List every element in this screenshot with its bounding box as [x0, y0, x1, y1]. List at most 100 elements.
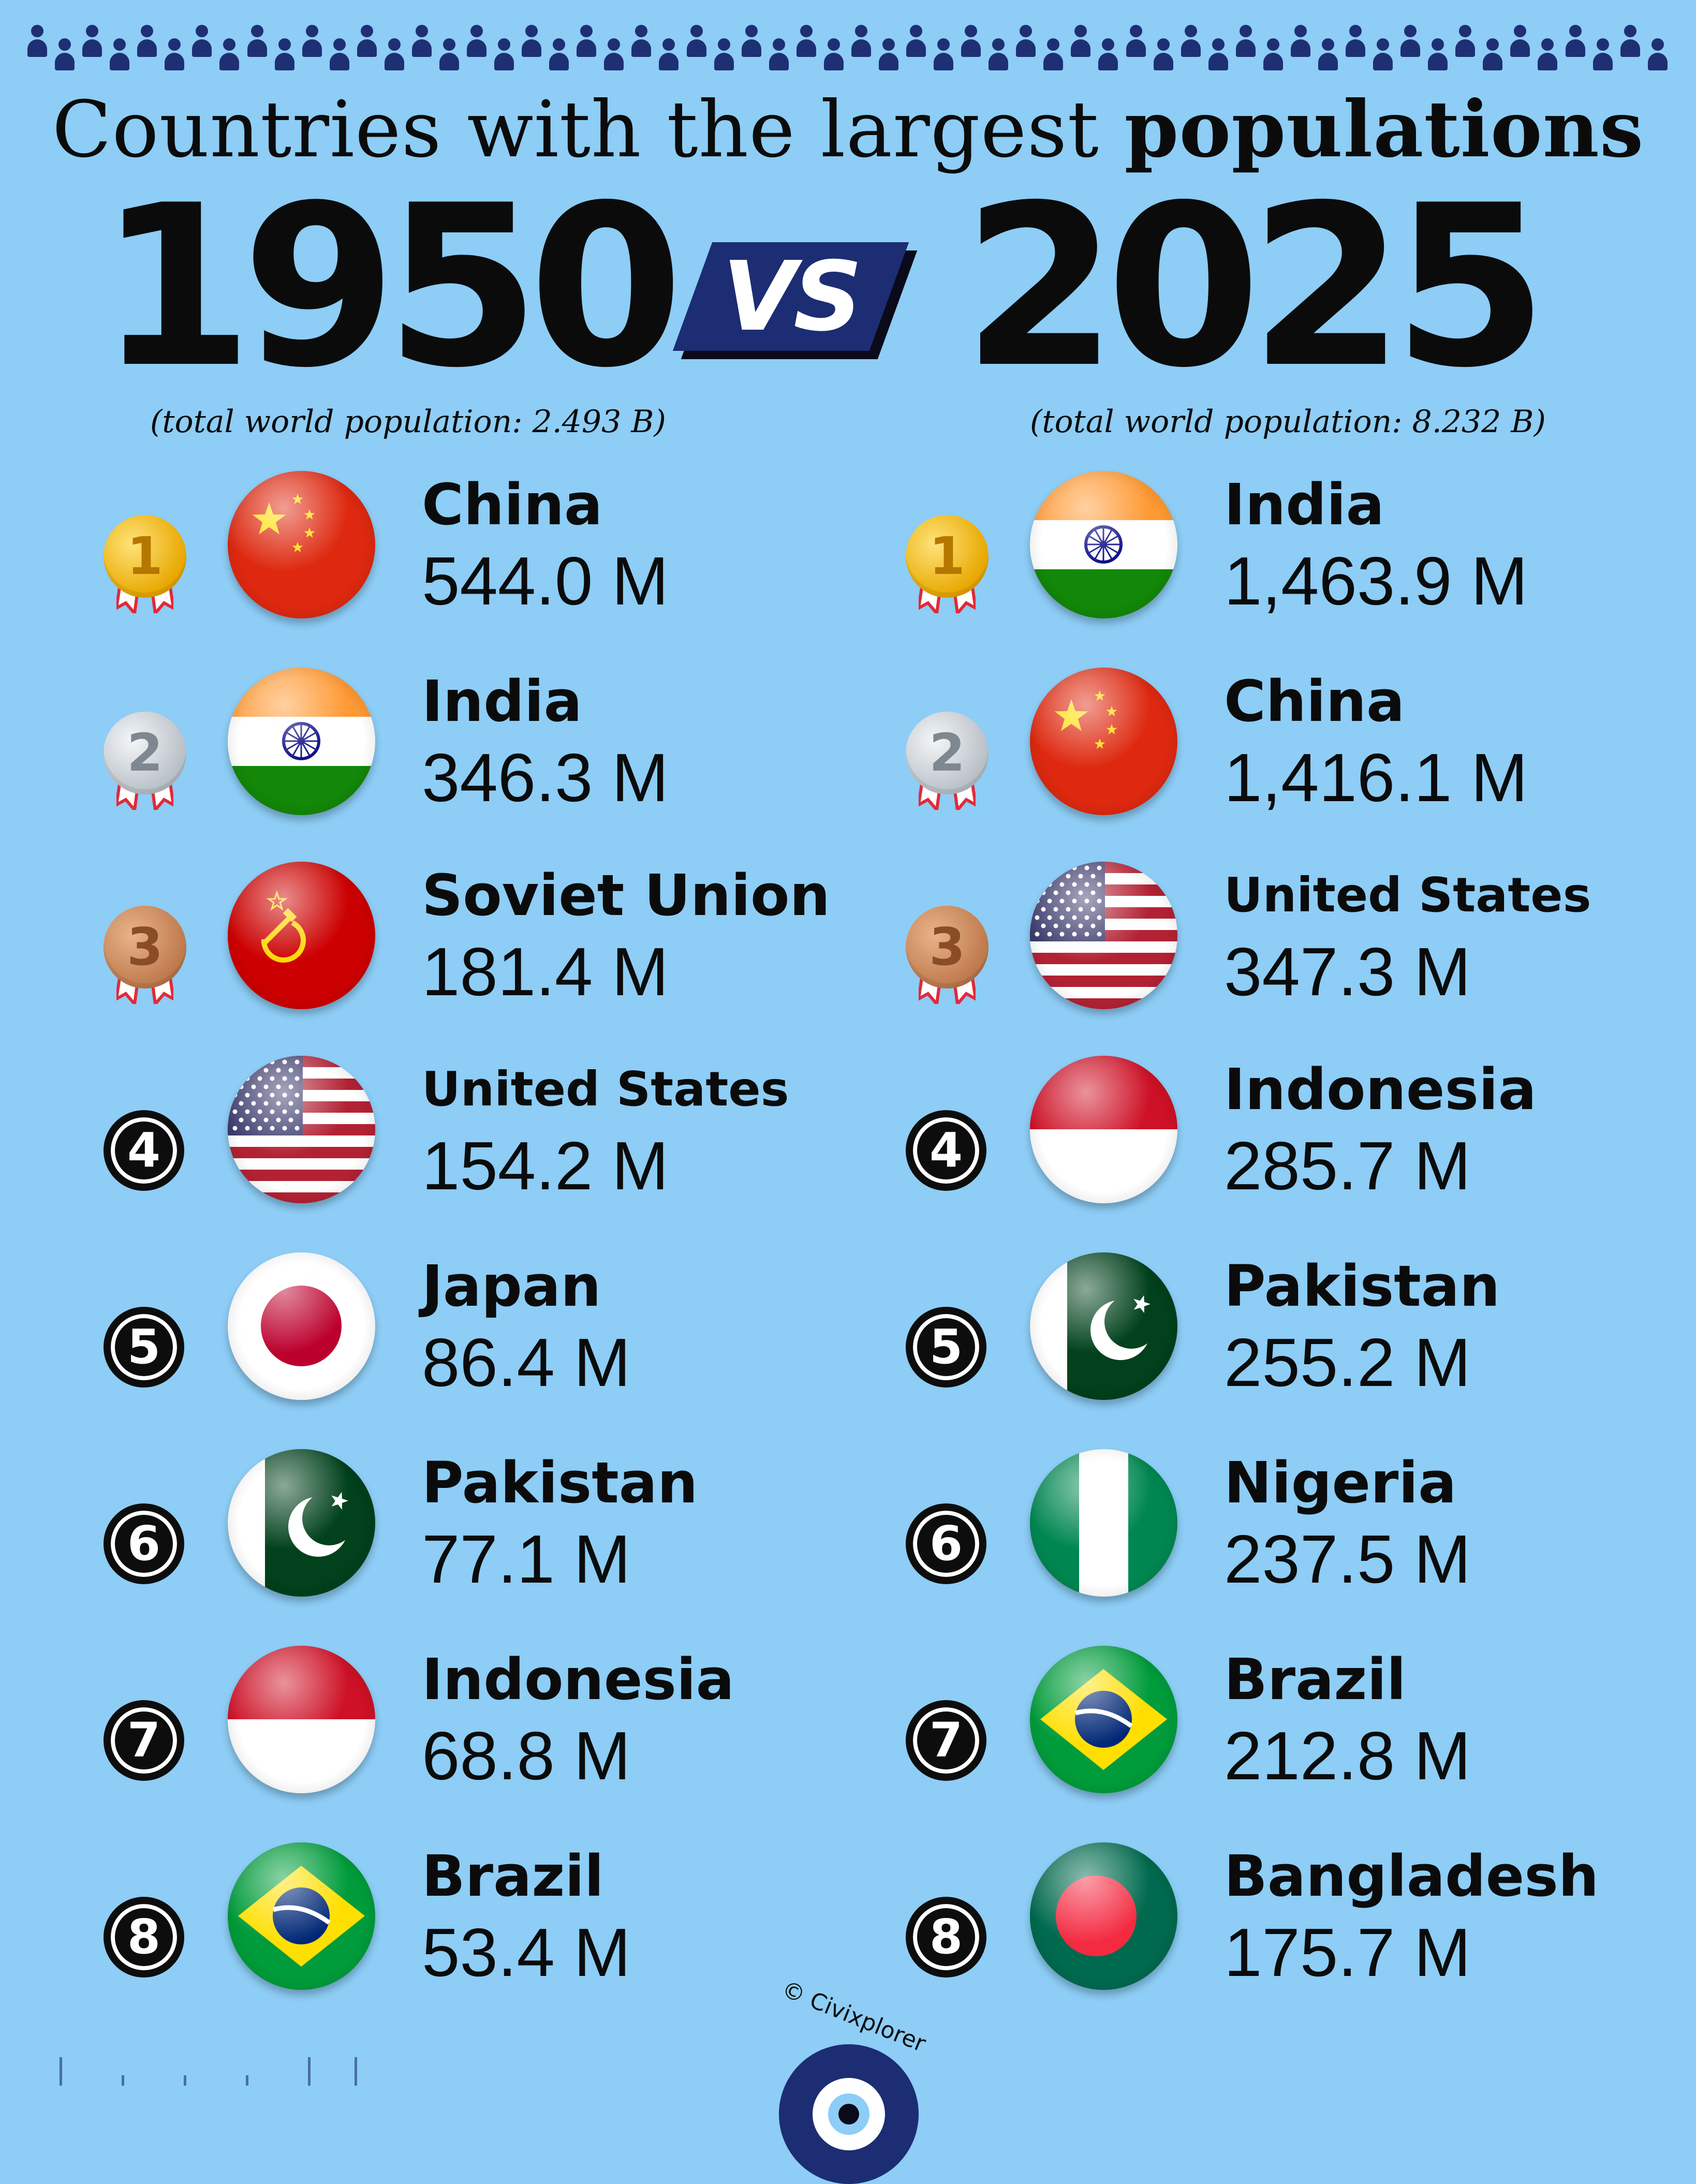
person-icon — [26, 21, 49, 72]
list-item: 1 China 544.0 M — [104, 450, 880, 637]
list-item: 5 Pakistan 255.2 M — [906, 1232, 1682, 1418]
population-value: 255.2 M — [1224, 1324, 1471, 1400]
silver-medal-icon: 2 — [104, 712, 186, 810]
pakistan-flag-icon — [228, 1449, 375, 1597]
person-icon — [905, 21, 927, 72]
country-name: Brazil — [422, 1843, 604, 1909]
person-icon — [548, 21, 570, 72]
bronze-medal-icon: 3 — [104, 906, 186, 1004]
person-icon — [1317, 21, 1339, 72]
country-name: China — [422, 471, 603, 538]
people-icon-strip — [26, 21, 1669, 72]
rank-number: 3 — [906, 906, 989, 988]
person-icon — [520, 21, 543, 72]
population-value: 237.5 M — [1224, 1521, 1471, 1597]
person-icon — [1619, 21, 1642, 72]
person-icon — [630, 21, 653, 72]
rank-number: 8 — [906, 1897, 986, 1978]
rank-number: 4 — [906, 1110, 986, 1191]
person-icon — [108, 21, 131, 72]
person-icon — [1536, 21, 1559, 72]
person-icon — [1289, 21, 1312, 72]
rank-number: 6 — [906, 1503, 986, 1584]
population-value: 346.3 M — [422, 740, 669, 816]
country-name: Pakistan — [422, 1450, 698, 1516]
person-icon — [1207, 21, 1230, 72]
list-item: 3 Soviet Union 181.4 M — [104, 841, 880, 1027]
person-icon — [273, 21, 296, 72]
person-icon — [81, 21, 104, 72]
person-icon — [383, 21, 406, 72]
bronze-medal-icon: 3 — [906, 906, 989, 1004]
gold-medal-icon: 1 — [906, 515, 989, 613]
country-name: United States — [422, 1061, 789, 1117]
person-icon — [1014, 21, 1037, 72]
rank-number: 4 — [104, 1110, 184, 1191]
country-name: Indonesia — [1224, 1056, 1537, 1123]
china-flag-icon — [228, 471, 375, 618]
population-value: 544.0 M — [422, 543, 669, 619]
person-icon — [740, 21, 763, 72]
rank-number: 5 — [906, 1307, 986, 1388]
tick-marks — [60, 2057, 370, 2088]
person-icon — [1564, 21, 1587, 72]
brazil-flag-icon — [1030, 1646, 1177, 1793]
indonesia-flag-icon — [228, 1646, 375, 1793]
person-icon — [1646, 21, 1669, 72]
person-icon — [602, 21, 625, 72]
nigeria-flag-icon — [1030, 1449, 1177, 1597]
person-icon — [1509, 21, 1531, 72]
population-value: 181.4 M — [422, 934, 669, 1010]
person-icon — [713, 21, 735, 72]
year-right: 2025 — [963, 158, 1548, 417]
country-name: Pakistan — [1224, 1253, 1500, 1319]
rank-number: 2 — [906, 712, 989, 794]
country-name: Bangladesh — [1224, 1843, 1599, 1909]
china-flag-icon — [1030, 668, 1177, 815]
person-icon — [301, 21, 323, 72]
japan-flag-icon — [228, 1252, 375, 1400]
list-item: 7 Indonesia 68.8 M — [104, 1625, 880, 1811]
list-item: 6 Nigeria 237.5 M — [906, 1428, 1682, 1615]
person-icon — [657, 21, 680, 72]
person-icon — [932, 21, 955, 72]
list-item: 4 Indonesia 285.7 M — [906, 1035, 1682, 1221]
person-icon — [1426, 21, 1449, 72]
list-item: 8 Bangladesh 175.7 M — [906, 1822, 1682, 2008]
person-icon — [218, 21, 241, 72]
united-states-flag-icon — [1030, 862, 1177, 1009]
country-name: India — [422, 668, 582, 734]
person-icon — [246, 21, 269, 72]
person-icon — [1454, 21, 1477, 72]
person-icon — [822, 21, 845, 72]
rank-number: 7 — [906, 1700, 986, 1781]
population-value: 1,416.1 M — [1224, 740, 1528, 816]
person-icon — [493, 21, 515, 72]
rank-circle-icon: 8 — [906, 1897, 989, 1980]
person-icon — [1097, 21, 1119, 72]
list-item: 5 Japan 86.4 M — [104, 1232, 880, 1418]
rank-circle-icon: 7 — [104, 1700, 186, 1783]
pakistan-flag-icon — [1030, 1252, 1177, 1400]
population-value: 77.1 M — [422, 1521, 631, 1597]
person-icon — [136, 21, 158, 72]
country-name: Soviet Union — [422, 862, 830, 928]
india-flag-icon — [228, 668, 375, 815]
page-title: Countries with the largest populations — [0, 78, 1696, 182]
population-value: 53.4 M — [422, 1914, 631, 1990]
person-icon — [768, 21, 790, 72]
person-icon — [987, 21, 1010, 72]
title-bold: populations — [1124, 84, 1644, 175]
rank-circle-icon: 5 — [104, 1307, 186, 1390]
person-icon — [1399, 21, 1422, 72]
person-icon — [163, 21, 186, 72]
gold-medal-icon: 1 — [104, 515, 186, 613]
person-icon — [1371, 21, 1394, 72]
rank-circle-icon: 4 — [906, 1110, 989, 1193]
person-icon — [410, 21, 433, 72]
vs-label: VS — [722, 241, 862, 352]
vs-badge: VS — [672, 238, 918, 362]
rank-circle-icon: 7 — [906, 1700, 989, 1783]
person-icon — [356, 21, 378, 72]
rank-number: 8 — [104, 1897, 184, 1978]
